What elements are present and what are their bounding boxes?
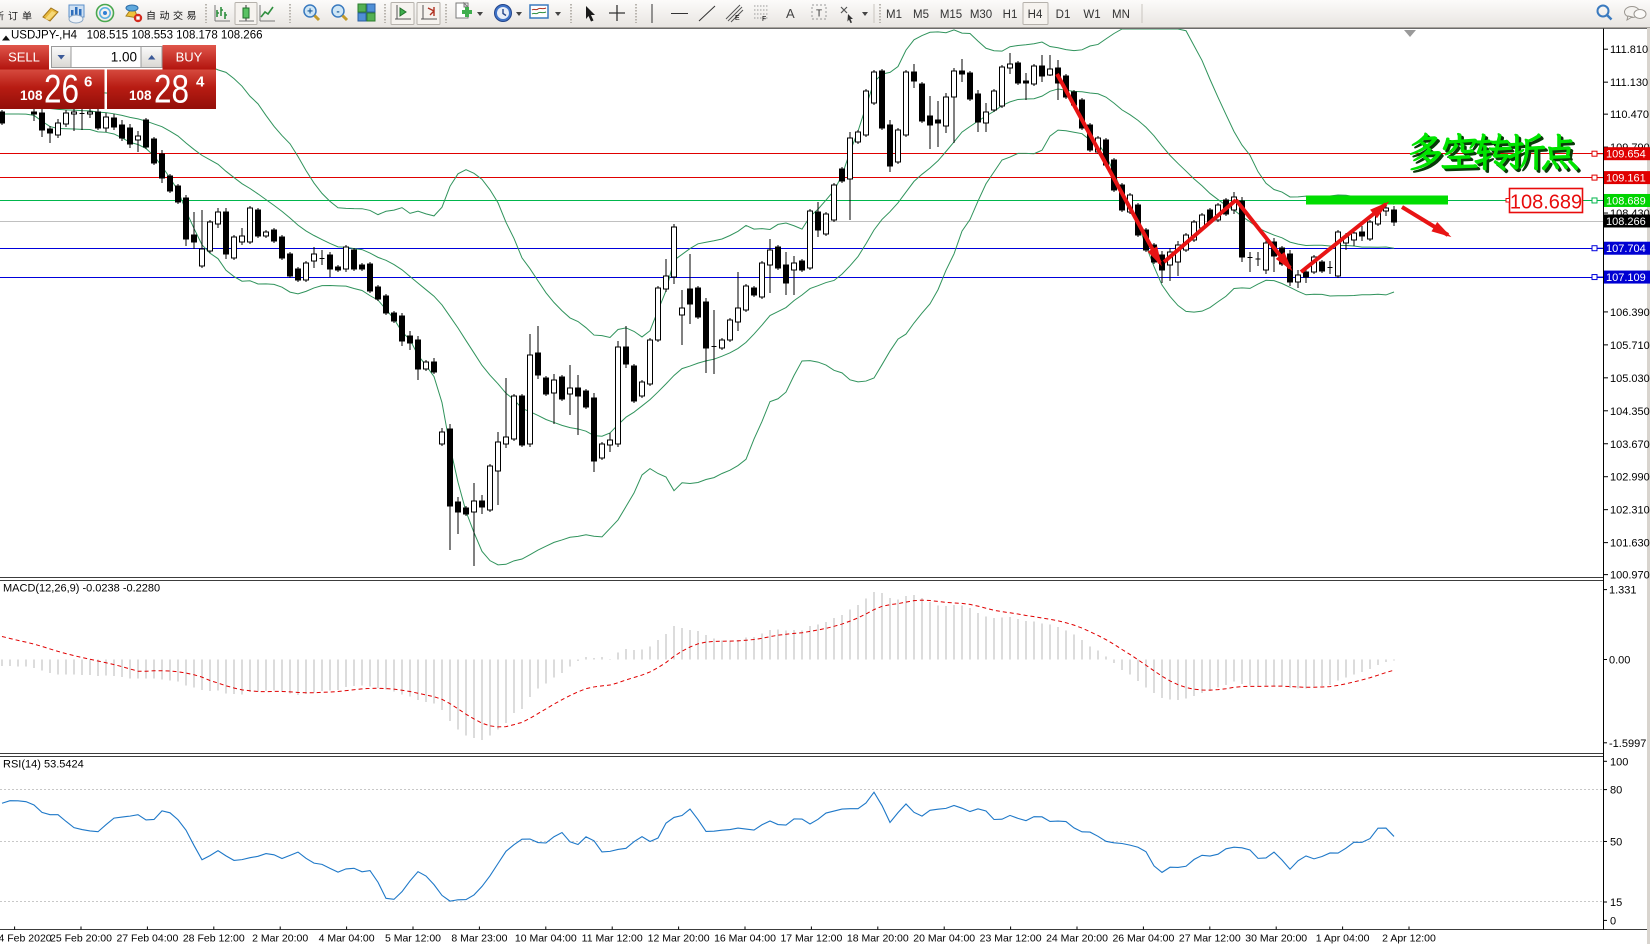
svg-text:28: 28	[154, 68, 189, 112]
svg-text:27 Feb 04:00: 27 Feb 04:00	[116, 933, 178, 944]
svg-text:1 Apr 04:00: 1 Apr 04:00	[1316, 933, 1370, 944]
svg-text:24 Mar 20:00: 24 Mar 20:00	[1046, 933, 1108, 944]
svg-text:2 Mar 20:00: 2 Mar 20:00	[252, 933, 308, 944]
svg-text:1.00: 1.00	[111, 50, 137, 65]
svg-text:107.109: 107.109	[1606, 272, 1646, 284]
svg-text:109.654: 109.654	[1606, 149, 1646, 161]
svg-text:30 Mar 20:00: 30 Mar 20:00	[1245, 933, 1307, 944]
svg-text:-1.5997: -1.5997	[1609, 738, 1646, 750]
svg-text:16 Mar 04:00: 16 Mar 04:00	[714, 933, 776, 944]
svg-text:108: 108	[20, 88, 43, 103]
svg-text:106.390: 106.390	[1610, 307, 1650, 319]
svg-text:27 Mar 12:00: 27 Mar 12:00	[1179, 933, 1241, 944]
svg-text:6: 6	[84, 74, 92, 91]
svg-text:110.470: 110.470	[1610, 109, 1649, 121]
svg-text:104.350: 104.350	[1610, 406, 1650, 418]
svg-text:20 Mar 04:00: 20 Mar 04:00	[913, 933, 975, 944]
svg-text:1.331: 1.331	[1609, 585, 1637, 597]
svg-text:102.310: 102.310	[1610, 505, 1650, 517]
svg-text:USDJPY-,H4 108.515 108.553 1: USDJPY-,H4 108.515 108.553 108.178 108.2…	[11, 30, 263, 42]
svg-text:10 Mar 04:00: 10 Mar 04:00	[515, 933, 577, 944]
svg-text:T: T	[816, 9, 822, 20]
svg-text:D1: D1	[1056, 9, 1071, 21]
svg-text:25 Feb 20:00: 25 Feb 20:00	[50, 933, 112, 944]
svg-text:A: A	[786, 6, 795, 21]
svg-text:5 Mar 12:00: 5 Mar 12:00	[385, 933, 441, 944]
svg-text:102.990: 102.990	[1610, 472, 1650, 484]
svg-text:E: E	[735, 15, 740, 22]
svg-text:108.689: 108.689	[1510, 192, 1582, 214]
svg-text:12 Mar 20:00: 12 Mar 20:00	[648, 933, 710, 944]
svg-text:50: 50	[1610, 837, 1622, 849]
svg-text:100: 100	[1610, 756, 1628, 768]
svg-text:W1: W1	[1083, 9, 1100, 21]
svg-text:107.704: 107.704	[1606, 243, 1646, 255]
svg-text:111.130: 111.130	[1610, 77, 1648, 89]
svg-text:4: 4	[196, 74, 205, 91]
svg-text:23 Mar 12:00: 23 Mar 12:00	[980, 933, 1042, 944]
svg-text:2 Apr 12:00: 2 Apr 12:00	[1382, 933, 1436, 944]
svg-text:MACD(12,26,9) -0.0238 -0.2280: MACD(12,26,9) -0.0238 -0.2280	[3, 583, 160, 595]
svg-text:105.030: 105.030	[1610, 373, 1650, 385]
svg-text:MN: MN	[1112, 9, 1130, 21]
svg-text:108.266: 108.266	[1606, 216, 1646, 228]
svg-text:4 Feb 2020: 4 Feb 2020	[0, 933, 52, 944]
svg-text:103.670: 103.670	[1610, 439, 1650, 451]
svg-text:0.00: 0.00	[1609, 655, 1630, 667]
svg-text:100.970: 100.970	[1610, 570, 1650, 582]
svg-text:0: 0	[1610, 915, 1616, 927]
svg-text:17 Mar 12:00: 17 Mar 12:00	[780, 933, 842, 944]
svg-text:H1: H1	[1003, 9, 1018, 21]
svg-text:+: +	[307, 7, 313, 18]
svg-text:80: 80	[1610, 785, 1622, 797]
svg-text:18 Mar 20:00: 18 Mar 20:00	[847, 933, 909, 944]
svg-text:15: 15	[1610, 897, 1622, 909]
svg-text:28 Feb 12:00: 28 Feb 12:00	[183, 933, 245, 944]
svg-text:8 Mar 23:00: 8 Mar 23:00	[451, 933, 507, 944]
svg-text:RSI(14) 53.5424: RSI(14) 53.5424	[3, 759, 84, 771]
svg-text:BUY: BUY	[176, 50, 203, 65]
svg-text:4 Mar 04:00: 4 Mar 04:00	[319, 933, 375, 944]
svg-text:M30: M30	[970, 9, 992, 21]
svg-text:-: -	[336, 7, 339, 18]
svg-text:108.689: 108.689	[1606, 195, 1646, 207]
svg-text:M1: M1	[886, 9, 902, 21]
svg-text:11 Mar 12:00: 11 Mar 12:00	[582, 933, 643, 944]
svg-text:F: F	[762, 16, 766, 23]
svg-text:26: 26	[44, 68, 79, 112]
svg-text:105.710: 105.710	[1610, 340, 1650, 352]
svg-text:109.161: 109.161	[1606, 173, 1646, 185]
svg-text:M15: M15	[940, 9, 962, 21]
svg-text:26 Mar 04:00: 26 Mar 04:00	[1112, 933, 1174, 944]
svg-text:111.810: 111.810	[1610, 44, 1648, 56]
svg-text:SELL: SELL	[8, 50, 40, 65]
svg-text:M5: M5	[913, 9, 929, 21]
svg-text:101.630: 101.630	[1610, 538, 1650, 550]
svg-text:108: 108	[129, 88, 152, 103]
svg-text:H4: H4	[1028, 9, 1043, 21]
